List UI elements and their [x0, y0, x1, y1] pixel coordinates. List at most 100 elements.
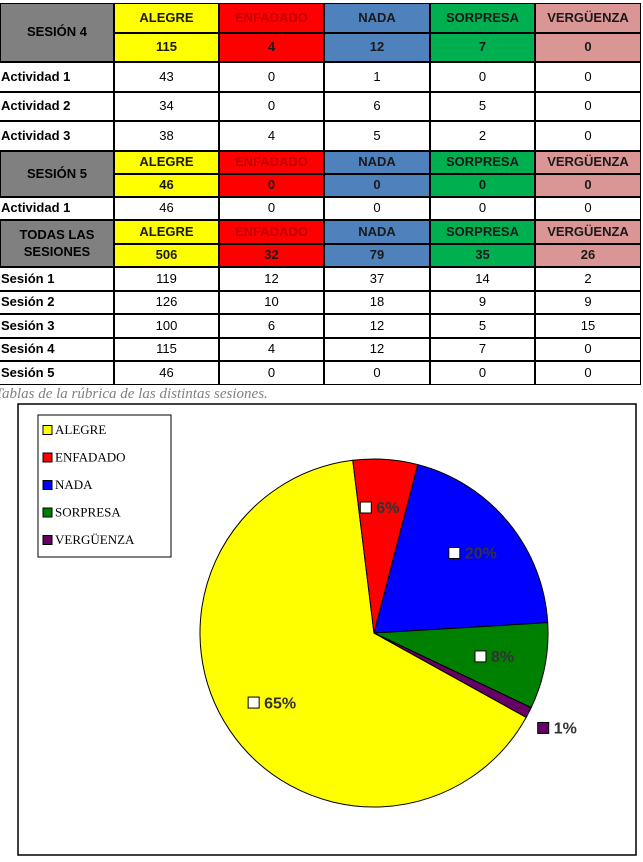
column-header: SORPRESA [430, 3, 535, 33]
value-cell: 12 [324, 314, 430, 338]
value-cell: 119 [114, 267, 219, 291]
value-cell: 6 [219, 314, 324, 338]
label-key [448, 546, 461, 559]
value-cell: 2 [535, 267, 641, 291]
total-cell: 0 [430, 174, 535, 197]
value-cell: 2 [430, 121, 535, 151]
total-cell: 35 [430, 243, 535, 267]
value-cell: 0 [430, 62, 535, 92]
value-cell: 100 [114, 314, 219, 338]
pie-slice [373, 464, 549, 634]
total-cell: 0 [324, 174, 430, 197]
legend-label: ENFADADO [55, 449, 126, 464]
value-cell: 6 [324, 91, 430, 121]
legend-label: ALEGRE [55, 422, 106, 437]
data-label: 20% [465, 546, 497, 563]
row-label: Actividad 1 [0, 62, 114, 92]
value-cell: 0 [535, 361, 641, 385]
row-label: Actividad 3 [0, 121, 114, 151]
value-cell: 9 [535, 290, 641, 314]
column-header: ENFADADO [219, 3, 324, 33]
value-cell: 4 [219, 337, 324, 361]
total-cell: 4 [219, 32, 324, 62]
data-label: 65% [264, 695, 296, 712]
column-header: ENFADADO [219, 151, 324, 174]
column-header: VERGÜENZA [535, 220, 641, 244]
legend-swatch [42, 480, 53, 490]
total-cell: 0 [535, 32, 641, 62]
row-label: Actividad 1 [0, 197, 114, 220]
legend-swatch [42, 425, 53, 435]
section-header: SESIÓN 4 [0, 3, 114, 62]
value-cell: 14 [430, 267, 535, 291]
total-cell: 0 [535, 174, 641, 197]
column-header: VERGÜENZA [535, 3, 641, 33]
total-cell: 32 [219, 243, 324, 267]
legend-label: SORPRESA [55, 504, 121, 519]
value-cell: 5 [324, 121, 430, 151]
data-label: 1% [554, 721, 577, 738]
section-header: TODAS LAS SESIONES [0, 220, 114, 267]
value-cell: 15 [535, 314, 641, 338]
row-label: Actividad 2 [0, 91, 114, 121]
label-key [474, 650, 487, 663]
total-cell: 79 [324, 243, 430, 267]
value-cell: 0 [535, 91, 641, 121]
total-cell: 506 [114, 243, 219, 267]
caption: Tablas de la rúbrica de las distintas se… [0, 386, 268, 402]
data-label: 6% [376, 500, 399, 517]
legend-label: VERGÜENZA [55, 532, 135, 547]
value-cell: 0 [535, 62, 641, 92]
value-cell: 0 [219, 91, 324, 121]
value-cell: 9 [430, 290, 535, 314]
total-cell: 115 [114, 32, 219, 62]
row-label: Sesión 4 [0, 337, 114, 361]
column-header: VERGÜENZA [535, 151, 641, 174]
column-header: ALEGRE [114, 220, 219, 244]
value-cell: 0 [535, 337, 641, 361]
column-header: NADA [324, 220, 430, 244]
value-cell: 0 [430, 197, 535, 220]
total-cell: 12 [324, 32, 430, 62]
total-cell: 0 [219, 174, 324, 197]
chart-frame [17, 403, 637, 856]
legend-swatch [42, 535, 53, 545]
label-key [247, 696, 260, 709]
row-label: Sesión 2 [0, 290, 114, 314]
pie-slice [199, 459, 527, 808]
value-cell: 38 [114, 121, 219, 151]
legend-swatch [42, 452, 53, 463]
label-key [359, 501, 372, 514]
row-label: Sesión 1 [0, 267, 114, 291]
value-cell: 4 [219, 121, 324, 151]
legend-swatch [42, 507, 53, 518]
value-cell: 7 [430, 337, 535, 361]
total-cell: 26 [535, 243, 641, 267]
value-cell: 0 [219, 197, 324, 220]
value-cell: 0 [219, 361, 324, 385]
column-header: SORPRESA [430, 220, 535, 244]
value-cell: 0 [324, 197, 430, 220]
value-cell: 5 [430, 91, 535, 121]
legend-box [37, 414, 172, 558]
section-header: SESIÓN 5 [0, 151, 114, 197]
value-cell: 46 [114, 361, 219, 385]
column-header: SORPRESA [430, 151, 535, 174]
value-cell: 34 [114, 91, 219, 121]
legend-label: NADA [55, 477, 93, 492]
value-cell: 0 [219, 62, 324, 92]
column-header: ALEGRE [114, 151, 219, 174]
pie-slice [373, 632, 532, 719]
value-cell: 5 [430, 314, 535, 338]
value-cell: 115 [114, 337, 219, 361]
value-cell: 0 [535, 121, 641, 151]
value-cell: 37 [324, 267, 430, 291]
value-cell: 18 [324, 290, 430, 314]
value-cell: 10 [219, 290, 324, 314]
value-cell: 43 [114, 62, 219, 92]
label-key [537, 721, 550, 734]
column-header: NADA [324, 151, 430, 174]
column-header: ALEGRE [114, 3, 219, 33]
row-label: Sesión 5 [0, 361, 114, 385]
